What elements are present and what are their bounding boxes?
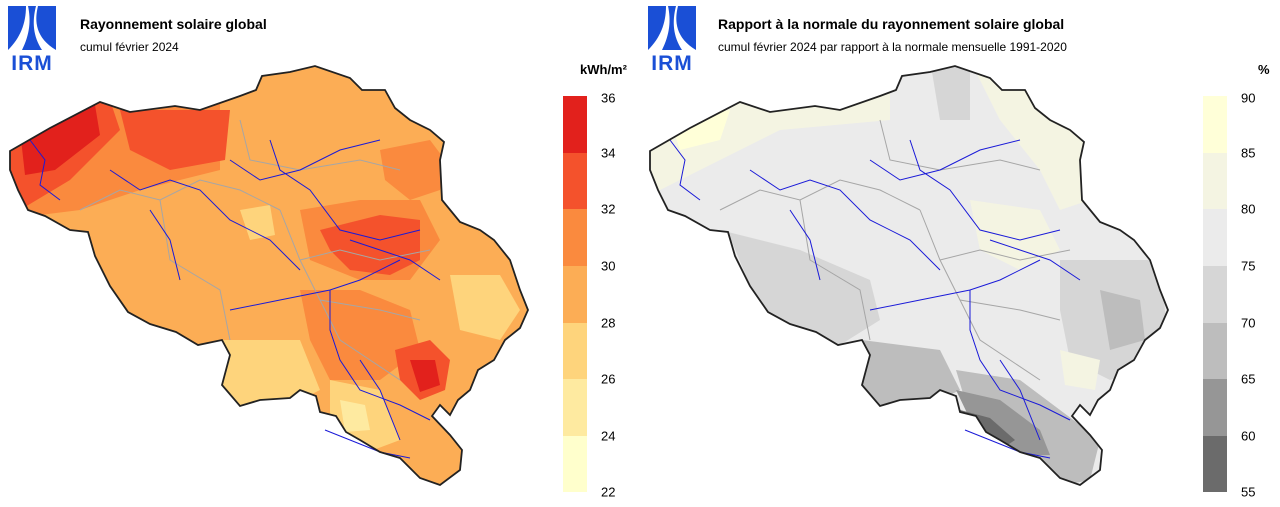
belgium-radiation-map	[9, 65, 529, 486]
legend-swatch	[1203, 153, 1227, 209]
legend-swatch	[1203, 266, 1227, 323]
legend-unit: %	[1258, 62, 1270, 77]
legend-swatch	[1203, 96, 1227, 153]
belgium-ratio-map	[649, 65, 1169, 486]
legend-tick: 34	[601, 145, 616, 161]
legend-tick: 30	[601, 258, 616, 274]
legend-tick: 65	[1241, 371, 1256, 387]
legend-swatch	[563, 96, 587, 153]
legend-tick: 24	[601, 428, 616, 444]
irm-logo-graphic	[8, 6, 56, 50]
legend-swatch	[563, 379, 587, 436]
legend-tick: 32	[601, 201, 616, 217]
map-subtitle: cumul février 2024	[80, 40, 179, 54]
legend-swatch	[1203, 436, 1227, 492]
legend-swatch	[563, 266, 587, 323]
legend-swatch	[563, 436, 587, 492]
legend-tick: 85	[1241, 145, 1256, 161]
legend-swatch	[563, 323, 587, 379]
legend-tick: 26	[601, 371, 616, 387]
legend-swatch	[1203, 379, 1227, 436]
legend-swatch	[563, 209, 587, 266]
irm-logo: IRM	[646, 4, 698, 75]
solar-radiation-panel: IRM Rayonnement solaire global cumul fév…	[6, 4, 627, 500]
map-title: Rapport à la normale du rayonnement sola…	[718, 16, 1065, 32]
irm-logo-graphic	[648, 6, 696, 50]
legend-tick: 70	[1241, 315, 1256, 331]
irm-logo-text: IRM	[651, 52, 693, 75]
legend-tick: 55	[1241, 484, 1256, 500]
legend-tick: 60	[1241, 428, 1256, 444]
legend-tick: 80	[1241, 201, 1256, 217]
legend-swatch	[1203, 323, 1227, 379]
ratio-to-normal-panel: IRM Rapport à la normale du rayonnement …	[640, 0, 1280, 507]
legend-tick: 90	[1241, 90, 1256, 106]
legend-unit: kWh/m²	[580, 62, 627, 77]
legend-tick: 75	[1241, 258, 1256, 274]
irm-logo: IRM	[6, 4, 58, 75]
irm-logo-text: IRM	[11, 52, 53, 75]
legend-swatch	[1203, 209, 1227, 266]
legend-tick: 36	[601, 90, 616, 106]
legend-tick: 28	[601, 315, 616, 331]
map-subtitle: cumul février 2024 par rapport à la norm…	[718, 40, 1067, 54]
legend-tick: 22	[601, 484, 616, 500]
legend-swatch	[563, 153, 587, 209]
map-title: Rayonnement solaire global	[80, 16, 267, 32]
